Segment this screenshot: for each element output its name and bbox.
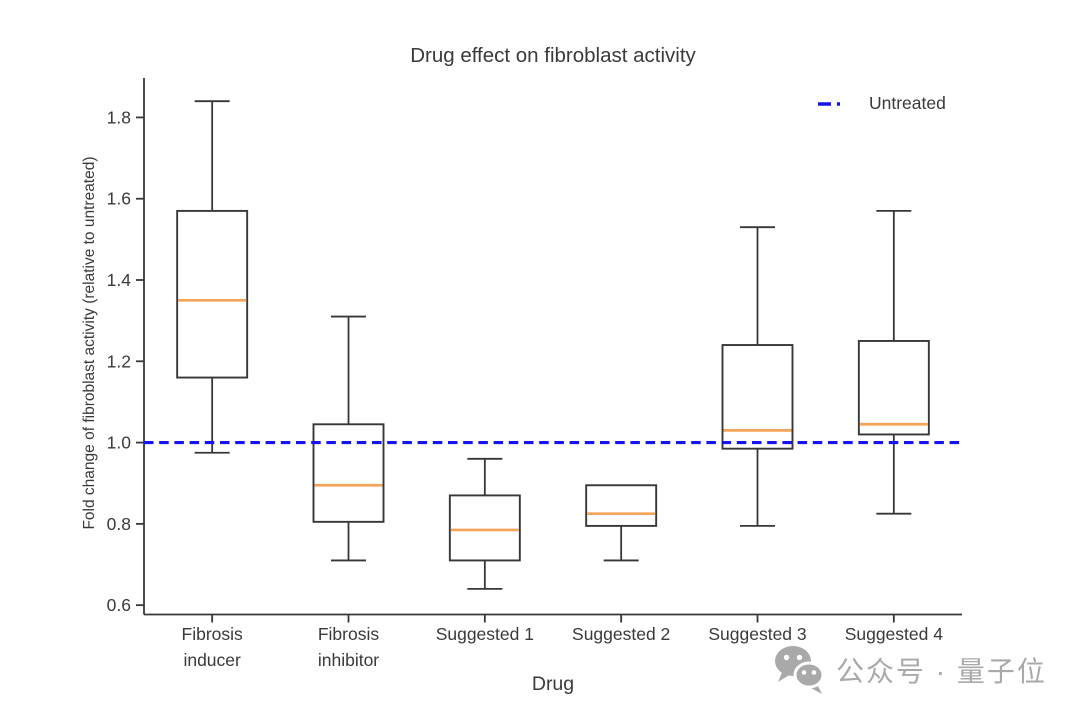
legend: Untreated	[817, 93, 946, 114]
x-tick-label: Fibrosis	[182, 624, 244, 644]
y-tick-label: 1.0	[107, 433, 132, 453]
watermark-text: 公众号 · 量子位	[836, 656, 1047, 687]
box-0	[176, 209, 249, 379]
x-tick-label: Suggested 1	[436, 624, 534, 644]
x-tick-label: Suggested 3	[708, 624, 806, 644]
x-tick-label: Suggested 2	[572, 624, 670, 644]
chart-title: Drug effect on fibroblast activity	[410, 44, 696, 67]
box-3	[585, 484, 658, 527]
y-axis-label: Fold change of fibroblast activity (rela…	[81, 156, 98, 530]
y-tick-label: 0.8	[107, 514, 131, 534]
y-tick-label: 1.4	[107, 270, 132, 290]
x-tick-label: inhibitor	[318, 650, 379, 670]
legend-label: Untreated	[869, 93, 946, 113]
box-5	[857, 340, 930, 436]
box-1	[312, 423, 385, 523]
y-tick-label: 1.6	[107, 189, 131, 209]
x-axis-label: Drug	[531, 673, 575, 695]
wechat-icon	[775, 646, 825, 694]
y-tick-label: 1.2	[107, 351, 131, 371]
x-tick-label: Fibrosis	[318, 624, 380, 644]
box-4	[721, 344, 794, 450]
y-tick-label: 0.6	[107, 595, 131, 615]
y-tick-label: 1.8	[107, 107, 131, 127]
box-2	[448, 494, 521, 562]
untreated-dashed-line-sample	[818, 101, 852, 106]
x-tick-label: Suggested 4	[845, 624, 944, 644]
x-tick-label: inducer	[183, 650, 241, 670]
watermark: 公众号 · 量子位	[772, 642, 1047, 698]
